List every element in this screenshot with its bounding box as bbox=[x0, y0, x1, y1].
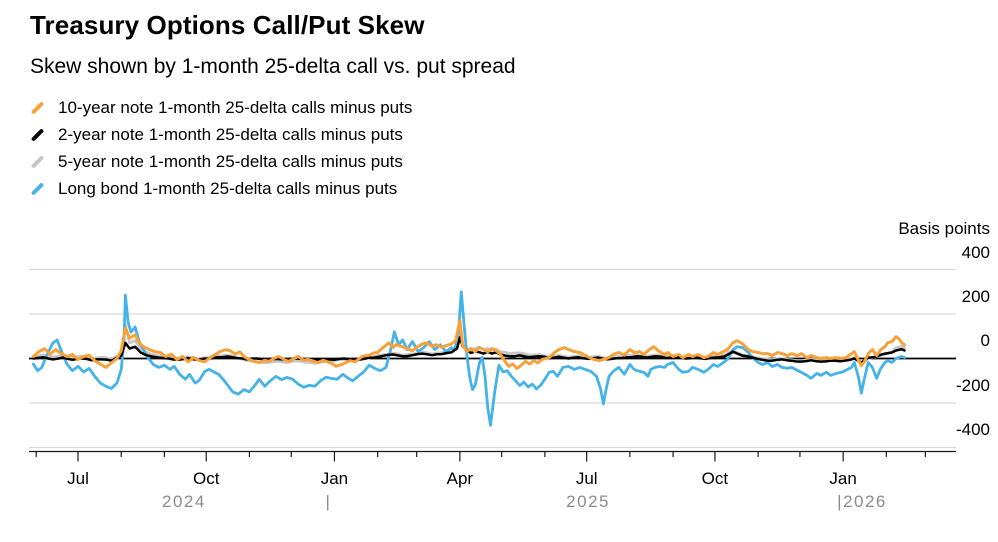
legend-item-5-year-note: 5-year note 1-month 25-delta calls minus… bbox=[26, 148, 412, 175]
x-axis-label-jul-2024: Jul bbox=[67, 469, 89, 488]
series-line-3 bbox=[32, 290, 906, 427]
y-axis-title: Basis points bbox=[898, 219, 990, 238]
x-axis-label-jan-2025: Jan bbox=[320, 469, 349, 488]
year-separator-2026: | bbox=[837, 492, 844, 511]
y-axis-tick-label-neg400: -400 bbox=[955, 420, 990, 439]
legend-label-5-year-note: 5-year note 1-month 25-delta calls minus… bbox=[58, 151, 403, 171]
year-separator-2025: | bbox=[325, 492, 332, 511]
y-axis-tick-label-200: 200 bbox=[961, 287, 990, 306]
x-axis-label-jan-2026: Jan bbox=[829, 469, 857, 488]
year-label-2024: 2024 bbox=[161, 492, 206, 511]
legend-label-10-year-note: 10-year note 1-month 25-delta calls minu… bbox=[58, 97, 413, 117]
legend-item-10-year-note: 10-year note 1-month 25-delta calls minu… bbox=[26, 94, 412, 121]
y-axis-tick-label-neg200: -200 bbox=[955, 376, 990, 395]
series-line-1 bbox=[32, 336, 906, 364]
legend-label-long-bond: Long bond 1-month 25-delta calls minus p… bbox=[58, 178, 398, 198]
year-label-2026: |2026 bbox=[837, 492, 887, 511]
legend-item-2-year-note: 2-year note 1-month 25-delta calls minus… bbox=[26, 121, 412, 148]
chart-subtitle: Skew shown by 1-month 25-delta call vs. … bbox=[30, 55, 516, 78]
y-axis-tick-label-0: 0 bbox=[980, 331, 990, 350]
x-axis-label-oct-2025: Oct bbox=[701, 469, 729, 488]
legend: 10-year note 1-month 25-delta calls minu… bbox=[26, 94, 412, 202]
legend-item-long-bond: Long bond 1-month 25-delta calls minus p… bbox=[26, 175, 412, 202]
series-line-0 bbox=[31, 319, 906, 370]
legend-label-2-year-note: 2-year note 1-month 25-delta calls minus… bbox=[58, 124, 403, 144]
x-axis-label-apr-2025: Apr bbox=[446, 469, 474, 488]
x-axis-label-oct-2024: Oct bbox=[192, 469, 220, 488]
y-axis-tick-label-400: 400 bbox=[961, 243, 990, 262]
chart-title: Treasury Options Call/Put Skew bbox=[30, 10, 425, 40]
x-axis-label-jul-2025: Jul bbox=[575, 469, 598, 488]
year-label-2025: 2025 bbox=[566, 492, 611, 511]
